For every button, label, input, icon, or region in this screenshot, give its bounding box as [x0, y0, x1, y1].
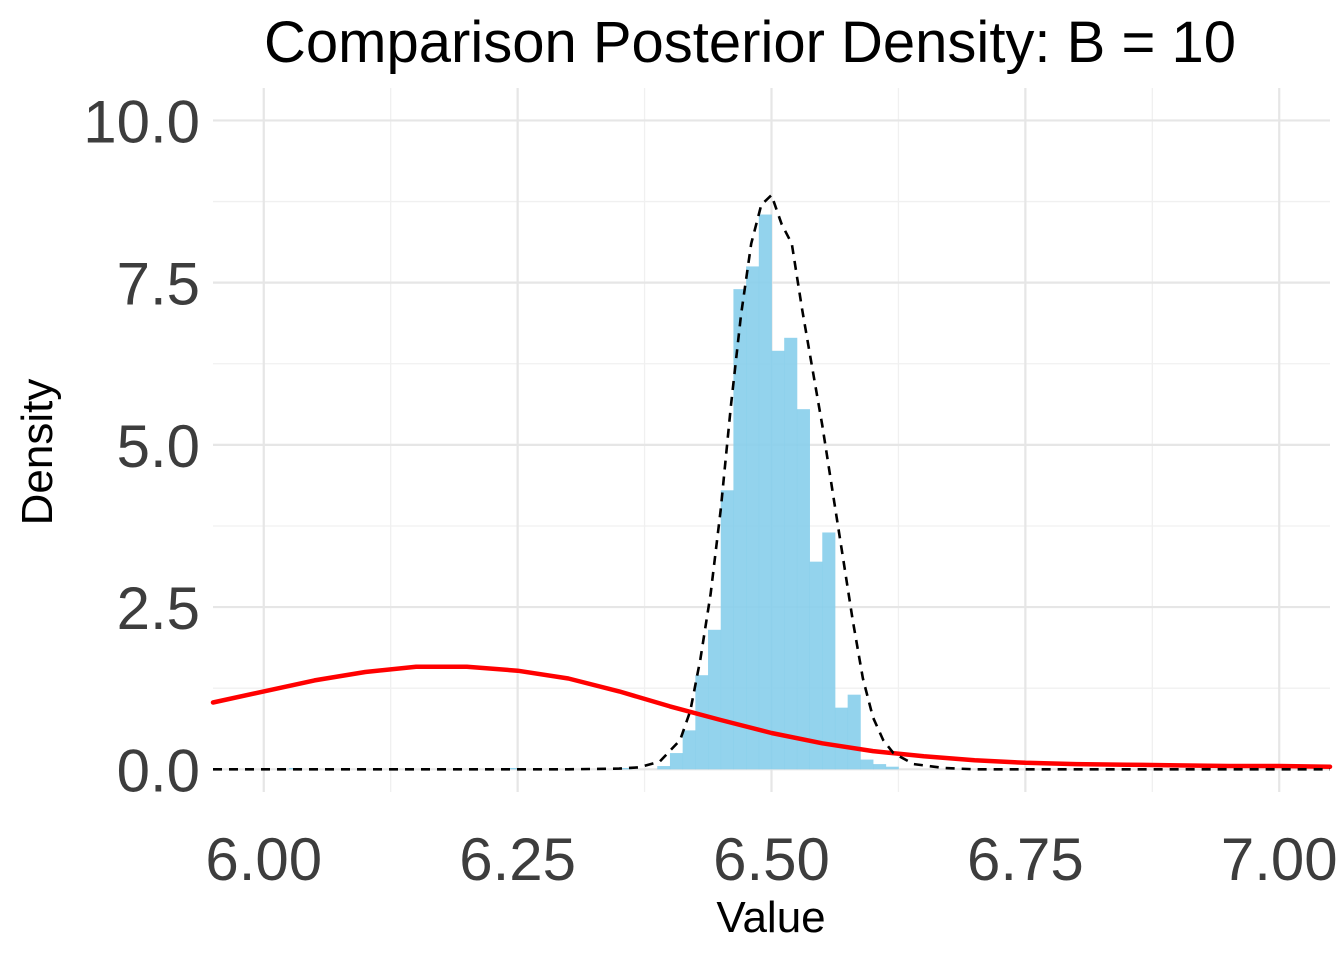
y-tick-label: 2.5 — [117, 575, 200, 642]
histogram-bar — [720, 490, 734, 770]
y-tick-label: 7.5 — [117, 251, 200, 318]
x-axis-title: Value — [716, 893, 825, 942]
histogram-bar — [682, 730, 696, 770]
y-tick-label: 10.0 — [83, 88, 200, 155]
histogram-bar — [758, 214, 772, 770]
histogram-bar — [504, 767, 519, 770]
histogram-bar — [733, 289, 747, 770]
x-tick-label: 7.00 — [1221, 826, 1338, 893]
histogram-bar — [885, 766, 899, 770]
histogram-bar — [708, 629, 722, 770]
dashed-density-line — [213, 193, 1330, 771]
x-tick-label: 6.25 — [459, 826, 576, 893]
x-tick-label: 6.00 — [205, 826, 322, 893]
histogram-bar — [619, 767, 633, 770]
histogram-bar — [784, 337, 798, 770]
histogram-bar — [796, 409, 810, 770]
histogram-bar — [657, 766, 671, 770]
histogram-bar — [746, 266, 760, 770]
x-tick-label: 6.50 — [713, 826, 830, 893]
histogram-bar — [669, 753, 684, 770]
histogram-bar — [822, 532, 836, 770]
x-tick-label: 6.75 — [967, 826, 1084, 893]
solid-density-line — [210, 664, 1333, 769]
y-tick-label: 0.0 — [117, 737, 200, 804]
histogram-bar — [847, 694, 861, 770]
y-tick-label: 5.0 — [117, 413, 200, 480]
histogram-bar — [860, 759, 874, 770]
density-lines — [210, 193, 1333, 771]
histogram-bar — [809, 561, 823, 770]
histogram-bar — [834, 707, 849, 770]
histogram-bar — [771, 350, 785, 770]
histogram-bar — [873, 764, 887, 770]
histogram-bars — [289, 214, 899, 770]
y-axis-title: Density — [13, 379, 62, 526]
chart-title: Comparison Posterior Density: B = 10 — [264, 10, 1236, 75]
histogram-bar — [695, 675, 709, 770]
tick-labels: 6.00 6.25 6.50 6.75 7.00 0.0 2.5 5.0 7.5 10.0 — [83, 88, 1337, 893]
